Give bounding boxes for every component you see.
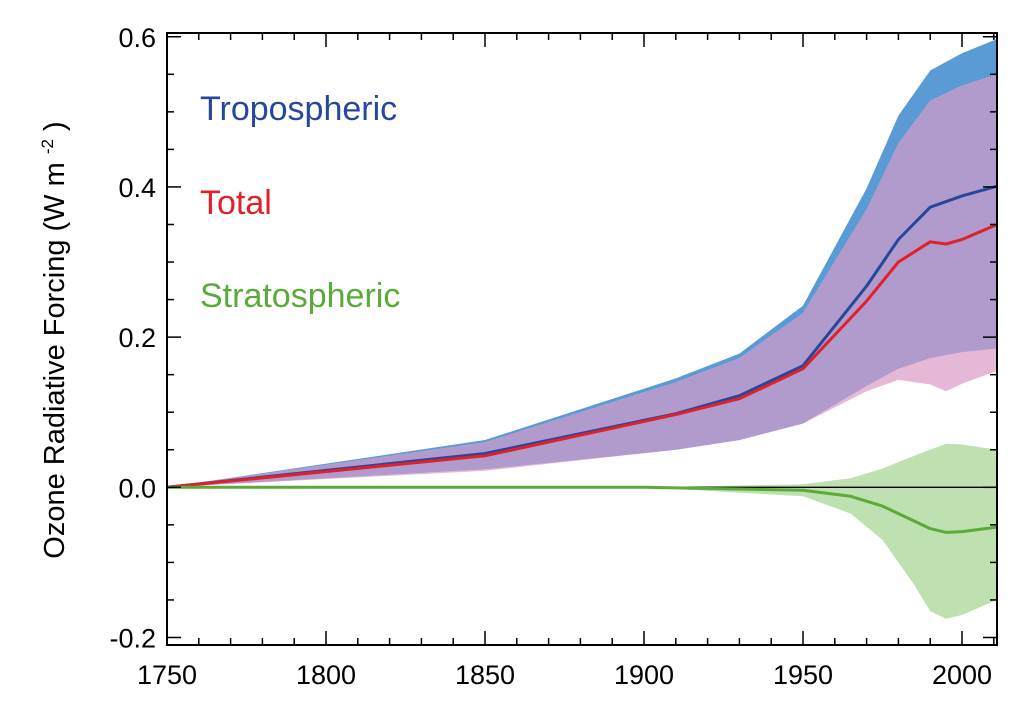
axis-ticks bbox=[166, 33, 997, 645]
y-tick-label: 0.0 bbox=[118, 473, 156, 503]
y-axis-title-units-open: (W m bbox=[39, 162, 71, 231]
x-tick-label: 1800 bbox=[296, 660, 356, 690]
y-axis-title-main: Ozone Radiative Forcing bbox=[39, 240, 71, 559]
y-tick-label: 0.4 bbox=[118, 173, 156, 203]
legend-stratospheric: Stratospheric bbox=[200, 277, 400, 315]
overlap-band bbox=[167, 74, 997, 488]
y-tick-label: 0.6 bbox=[118, 23, 156, 53]
x-tick-label: 1850 bbox=[455, 660, 515, 690]
plot-frame bbox=[166, 32, 998, 646]
x-tick-label: 1950 bbox=[773, 660, 833, 690]
total-line bbox=[166, 223, 998, 489]
legend-total: Total bbox=[200, 184, 272, 222]
x-tick-label: 1750 bbox=[137, 660, 197, 690]
legend-tropospheric: Tropospheric bbox=[200, 90, 397, 128]
series-lines bbox=[166, 184, 998, 534]
y-tick-label: -0.2 bbox=[109, 623, 156, 653]
y-axis-title: Ozone Radiative Forcing (W m -2 ) bbox=[28, 121, 71, 558]
legend: Tropospheric Total Stratospheric bbox=[200, 90, 400, 315]
y-axis-title-units-sup: -2 bbox=[38, 139, 57, 154]
y-tick-labels: -0.2 0.0 0.2 0.4 0.6 bbox=[109, 23, 156, 654]
x-tick-labels: 1750 1800 1850 1900 1950 2000 bbox=[137, 660, 992, 690]
y-axis-title-units-close: ) bbox=[39, 121, 71, 131]
stratospheric-line bbox=[167, 485, 998, 534]
tropospheric-line bbox=[166, 184, 998, 489]
y-tick-label: 0.2 bbox=[118, 323, 156, 353]
x-tick-label: 1900 bbox=[614, 660, 674, 690]
x-tick-label: 2000 bbox=[932, 660, 992, 690]
